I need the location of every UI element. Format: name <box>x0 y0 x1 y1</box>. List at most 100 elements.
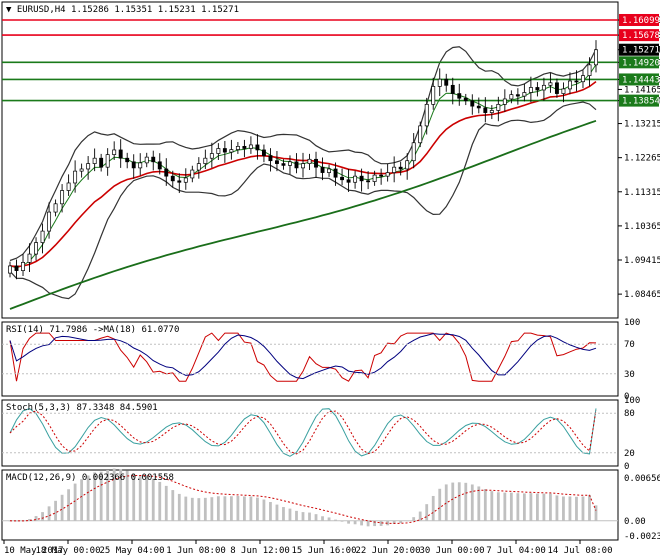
candle-body <box>568 80 572 90</box>
macd-histogram-bar <box>373 520 377 527</box>
macd-histogram-bar <box>86 475 90 521</box>
macd-histogram-bar <box>275 504 279 521</box>
candle-body <box>489 110 494 113</box>
macd-histogram-bar <box>171 490 175 521</box>
candle-body <box>177 180 182 183</box>
candle-body <box>275 160 279 164</box>
ma-slow-line <box>9 119 597 310</box>
price-tick-label: 1.12265 <box>624 154 660 164</box>
macd-histogram-bar <box>112 468 116 521</box>
macd-histogram-bar <box>314 514 318 521</box>
macd-histogram-bar <box>438 488 442 521</box>
macd-histogram-bar <box>594 505 598 521</box>
candle-body <box>125 157 130 163</box>
stoch-axis-label: 0 <box>624 462 629 472</box>
macd-histogram-bar <box>99 471 103 521</box>
level-label: 1.14920 <box>622 58 660 68</box>
candle-body <box>476 105 481 109</box>
level-label-bg <box>619 94 659 107</box>
candle-body <box>170 175 175 182</box>
candle-body <box>509 94 514 100</box>
macd-histogram-bar <box>15 520 18 522</box>
macd-histogram-bar <box>177 493 181 521</box>
candle-body <box>268 155 273 162</box>
candle-body <box>261 149 266 157</box>
macd-histogram-bar <box>145 476 149 521</box>
candle-body <box>320 166 325 173</box>
macd-histogram-bar <box>503 492 507 521</box>
candle-body <box>398 166 403 170</box>
candle-body <box>502 98 507 105</box>
candle-body <box>594 49 598 66</box>
rsi-header: RSI(14) 71.7986 ->MA(18) 61.0770 <box>6 325 179 335</box>
macd-histogram-bar <box>282 507 285 521</box>
time-tick-label: 25 May 04:00 <box>99 546 164 556</box>
macd-histogram-bar <box>522 493 526 521</box>
bollinger-upper-line <box>9 46 597 262</box>
candle-body <box>340 176 345 181</box>
candle-body <box>112 149 117 155</box>
candle-body <box>411 142 416 162</box>
macd-histogram-bar <box>197 498 201 521</box>
candle-body <box>229 149 234 153</box>
candle-body <box>248 144 253 149</box>
macd-histogram-bar <box>392 520 396 524</box>
candle-body <box>359 175 364 182</box>
price-tick-label: 1.11315 <box>624 188 660 198</box>
candle-body <box>138 162 143 169</box>
macd-histogram-bar <box>164 485 168 521</box>
candle-body <box>235 146 240 150</box>
macd-axis-label: 0.006568 <box>624 474 660 484</box>
candle-body <box>379 174 384 177</box>
candle-body <box>353 175 358 183</box>
candle-body <box>73 170 78 184</box>
time-tick-label: 8 Jun 12:00 <box>230 546 290 556</box>
macd-histogram-bar <box>67 489 70 521</box>
candle-body <box>418 125 423 144</box>
macd-histogram-bar <box>106 469 110 521</box>
candle-body <box>463 97 468 102</box>
level-label: 1.13854 <box>622 97 660 107</box>
macd-histogram-bar <box>425 504 429 521</box>
candle-body <box>333 168 338 178</box>
candle-body <box>157 161 162 170</box>
time-tick-label: 14 Jul 08:00 <box>547 546 612 556</box>
macd-histogram-bar <box>353 520 357 525</box>
candle-body <box>183 177 188 183</box>
macd-histogram-bar <box>483 489 487 521</box>
macd-histogram-bar <box>73 483 77 521</box>
macd-histogram-bar <box>151 478 155 521</box>
candle-body <box>366 180 371 183</box>
macd-histogram-bar <box>216 496 220 521</box>
price-tick-label: 1.13215 <box>624 120 660 130</box>
candle-body <box>424 103 429 127</box>
macd-histogram-bar <box>477 486 481 521</box>
macd-histogram-bar <box>321 516 324 521</box>
candle-body <box>92 157 97 164</box>
current-price-label-bg <box>619 43 659 56</box>
candle-body <box>118 149 123 159</box>
macd-histogram-bar <box>190 497 194 521</box>
pane-frame-1 <box>1 321 619 397</box>
candle-body <box>437 78 442 87</box>
candle-body <box>457 93 462 99</box>
time-tick-label: 10 May 2017 <box>4 546 64 556</box>
macd-histogram-bar <box>581 496 585 521</box>
candle-body <box>66 182 71 191</box>
stoch-axis-label: 100 <box>624 396 640 406</box>
candle-body <box>581 75 585 83</box>
macd-histogram-bar <box>509 492 513 521</box>
candle-body <box>450 84 455 94</box>
level-label-bg <box>619 29 659 42</box>
macd-histogram-bar <box>236 496 240 521</box>
macd-histogram-bar <box>542 493 546 521</box>
candle-body <box>554 82 559 94</box>
rsi-axis-label: 70 <box>624 340 635 350</box>
macd-histogram-bar <box>93 472 97 521</box>
level-label: 1.15678 <box>622 31 660 41</box>
candle-body <box>372 174 377 182</box>
rsi-axis-label: 100 <box>624 318 640 328</box>
candle-body <box>561 88 566 94</box>
macd-histogram-bar <box>288 508 292 521</box>
